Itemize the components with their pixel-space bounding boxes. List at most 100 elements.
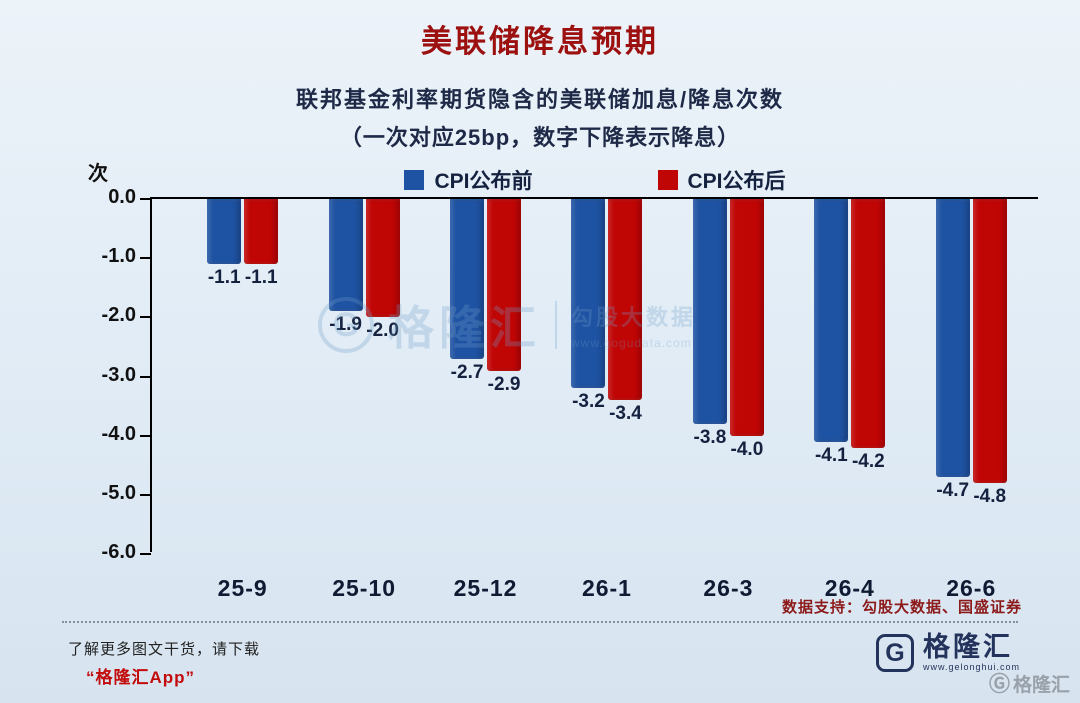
bar-group: -4.7 -4.8 26-6 [923,199,1019,601]
chart-subtitle-line1: 联邦基金利率期货隐含的美联储加息/降息次数 [295,87,785,112]
bar-column: -4.7 [935,199,970,502]
bar-column: -1.1 [207,199,242,289]
legend-item: CPI公布后 [657,165,786,195]
bar-column: -3.8 [692,199,727,449]
y-tick-mark [140,257,151,260]
chart-subtitle-line2: （一次对应25bp，数字下降表示降息） [339,125,741,150]
y-tick-mark [140,434,151,437]
bar [729,199,764,436]
bar [450,199,485,359]
bar-pair: -3.2 -3.4 [559,199,655,425]
corner-watermark-text: 格隆汇 [1012,674,1070,696]
y-tick-label: -2.0 [101,304,136,327]
corner-watermark: Ⓖ 格隆汇 [989,668,1070,698]
x-axis-label: 26-1 [581,575,632,601]
bar-column: -2.0 [365,199,400,342]
x-axis-label: 25-9 [217,575,268,601]
value-label: -4.7 [936,480,970,502]
bar-pair: -4.1 -4.2 [802,199,898,473]
value-label: -2.7 [450,361,484,383]
bar [692,199,727,424]
y-tick-mark [140,316,151,319]
bar-group: -2.7 -2.9 25-12 [438,199,534,601]
bar [328,199,363,312]
brand-name: 格隆汇 [922,632,1013,662]
y-tick-mark [140,375,151,378]
bar-pair: -1.9 -2.0 [316,199,412,342]
y-tick-label: -3.0 [101,363,136,386]
y-tick-mark [140,493,151,496]
value-label: -4.1 [814,444,848,466]
value-label: -3.8 [693,426,727,448]
bar-column: -3.4 [608,199,643,425]
legend-label: CPI公布后 [687,170,786,193]
y-tick-label: -1.0 [101,245,136,268]
bar-group: -4.1 -4.2 26-4 [802,199,898,601]
bar-pair: -2.7 -2.9 [438,199,534,396]
bar-group: -3.2 -3.4 26-1 [559,199,655,601]
value-label: -1.1 [207,267,241,289]
data-source-note: 数据支持：勾股大数据、国盛证券 [781,599,1022,616]
bar-group: -3.8 -4.0 26-3 [680,199,776,601]
bar-pair: -1.1 -1.1 [195,199,291,289]
y-tick-mark [140,198,151,200]
page-title: 美联储降息预期 [421,24,659,59]
download-hint: 了解更多图文干货，请下载 [68,641,261,658]
x-axis-label: 25-10 [332,575,397,601]
brand-text-block: 格隆汇 www.gelonghui.com [922,632,1020,673]
bar-group: -1.1 -1.1 25-9 [195,199,291,601]
x-axis-label: 26-6 [946,575,997,601]
brand-url: www.gelonghui.com [922,662,1020,672]
y-tick-label: -4.0 [101,422,136,445]
plot-area: 次 CPI公布前 CPI公布后 0.0 -1.0 -2.0 -3.0 -4.0 -5.0 -6… [88,163,1038,601]
bar-column: -4.2 [851,199,886,473]
brand-logo: G 格隆汇 www.gelonghui.com [875,632,1020,673]
value-label: -4.2 [851,450,885,472]
y-tick-label: -6.0 [101,541,136,563]
bar [814,199,849,442]
legend: CPI公布前 CPI公布后 [152,165,1038,195]
legend-item: CPI公布前 [404,165,533,195]
value-label: -4.8 [973,486,1007,507]
app-name: “格隆汇App” [86,668,196,687]
bar [935,199,970,478]
value-label: -3.2 [572,391,605,413]
x-axis-label: 26-4 [824,575,875,601]
value-label: -3.4 [609,403,642,425]
bar-column: -1.9 [328,199,363,336]
value-label: -1.9 [329,314,362,336]
x-axis-label: 26-3 [703,575,754,601]
bar-pair: -4.7 -4.8 [923,199,1019,508]
bar-column: -2.9 [487,199,522,396]
corner-g-icon: Ⓖ [988,673,1010,696]
x-axis-label: 25-12 [453,575,518,601]
y-tick-mark [140,553,151,555]
y-tick-label: 0.0 [108,186,136,208]
value-label: -2.9 [487,373,521,395]
bar [851,199,886,448]
value-label: -4.0 [730,438,764,460]
bar-group: -1.9 -2.0 25-10 [316,199,412,601]
bar [608,199,643,401]
bar-pair: -3.8 -4.0 [680,199,776,461]
bar-groups: -1.1 -1.1 25-9 -1.9 -2.0 25-10 -2.7 -2.9 25-12 -3… [152,199,1038,601]
bar [244,199,279,265]
bar [972,199,1007,483]
bar-column: -2.7 [450,199,485,384]
legend-swatch [657,170,678,190]
value-label: -1.1 [244,267,278,289]
y-axis-unit-label: 次 [88,163,108,185]
bar [487,199,522,371]
legend-label: CPI公布前 [434,170,533,193]
brand-g-icon: G [875,634,914,672]
dotted-divider [62,621,1018,623]
y-tick-label: -5.0 [101,481,136,504]
bar [571,199,606,389]
bar [365,199,400,318]
legend-swatch [404,170,425,190]
bar-column: -4.0 [729,199,764,461]
bar-column: -4.8 [972,199,1007,508]
bar [207,199,242,265]
bar-column: -4.1 [814,199,849,467]
